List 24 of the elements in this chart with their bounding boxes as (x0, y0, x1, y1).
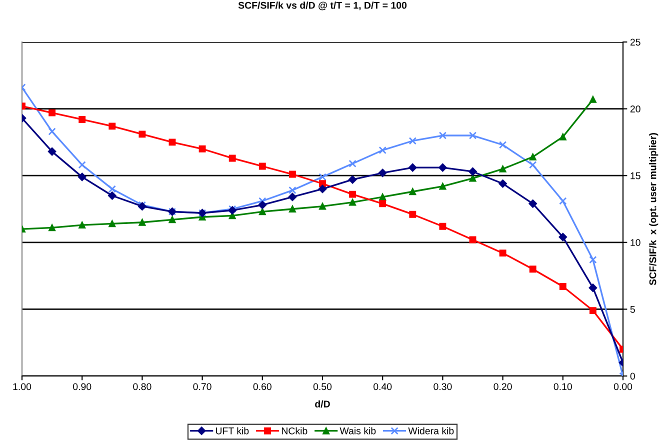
y-axis-title: SCF/SIF/k x (opt. user multiplier) (649, 133, 658, 286)
x-tick-label: 1.00 (13, 383, 32, 390)
y-tick-label: 15 (630, 172, 640, 180)
y-tick-label: 25 (630, 38, 640, 46)
x-tick-label: 0.10 (554, 383, 572, 390)
x-tick-label: 0.60 (253, 383, 272, 390)
legend-label: Wais kib (340, 427, 376, 434)
x-tick-label: 0.70 (193, 383, 212, 390)
legend-label: UFT kib (216, 427, 249, 434)
x-axis-title: d/D (315, 400, 330, 408)
x-tick-label: 0.30 (434, 383, 452, 390)
x-tick-label: 0.00 (614, 383, 632, 390)
legend-label: Widera kib (408, 427, 454, 434)
y-tick-label: 10 (630, 239, 640, 246)
legend-label: NCkib (282, 427, 308, 434)
y-tick-label: 5 (630, 306, 635, 313)
x-tick-label: 0.20 (494, 383, 512, 390)
x-tick-label: 0.50 (313, 383, 332, 390)
y-tick-label: 20 (630, 106, 640, 112)
x-tick-label: 0.40 (374, 383, 392, 390)
x-tick-label: 0.90 (73, 383, 92, 390)
chart-title: SCF/SIF/k vs d/D @ t/T = 1, D/T = 100 (238, 2, 407, 10)
x-tick-label: 0.80 (133, 383, 152, 390)
y-tick-label: 0 (630, 372, 635, 380)
